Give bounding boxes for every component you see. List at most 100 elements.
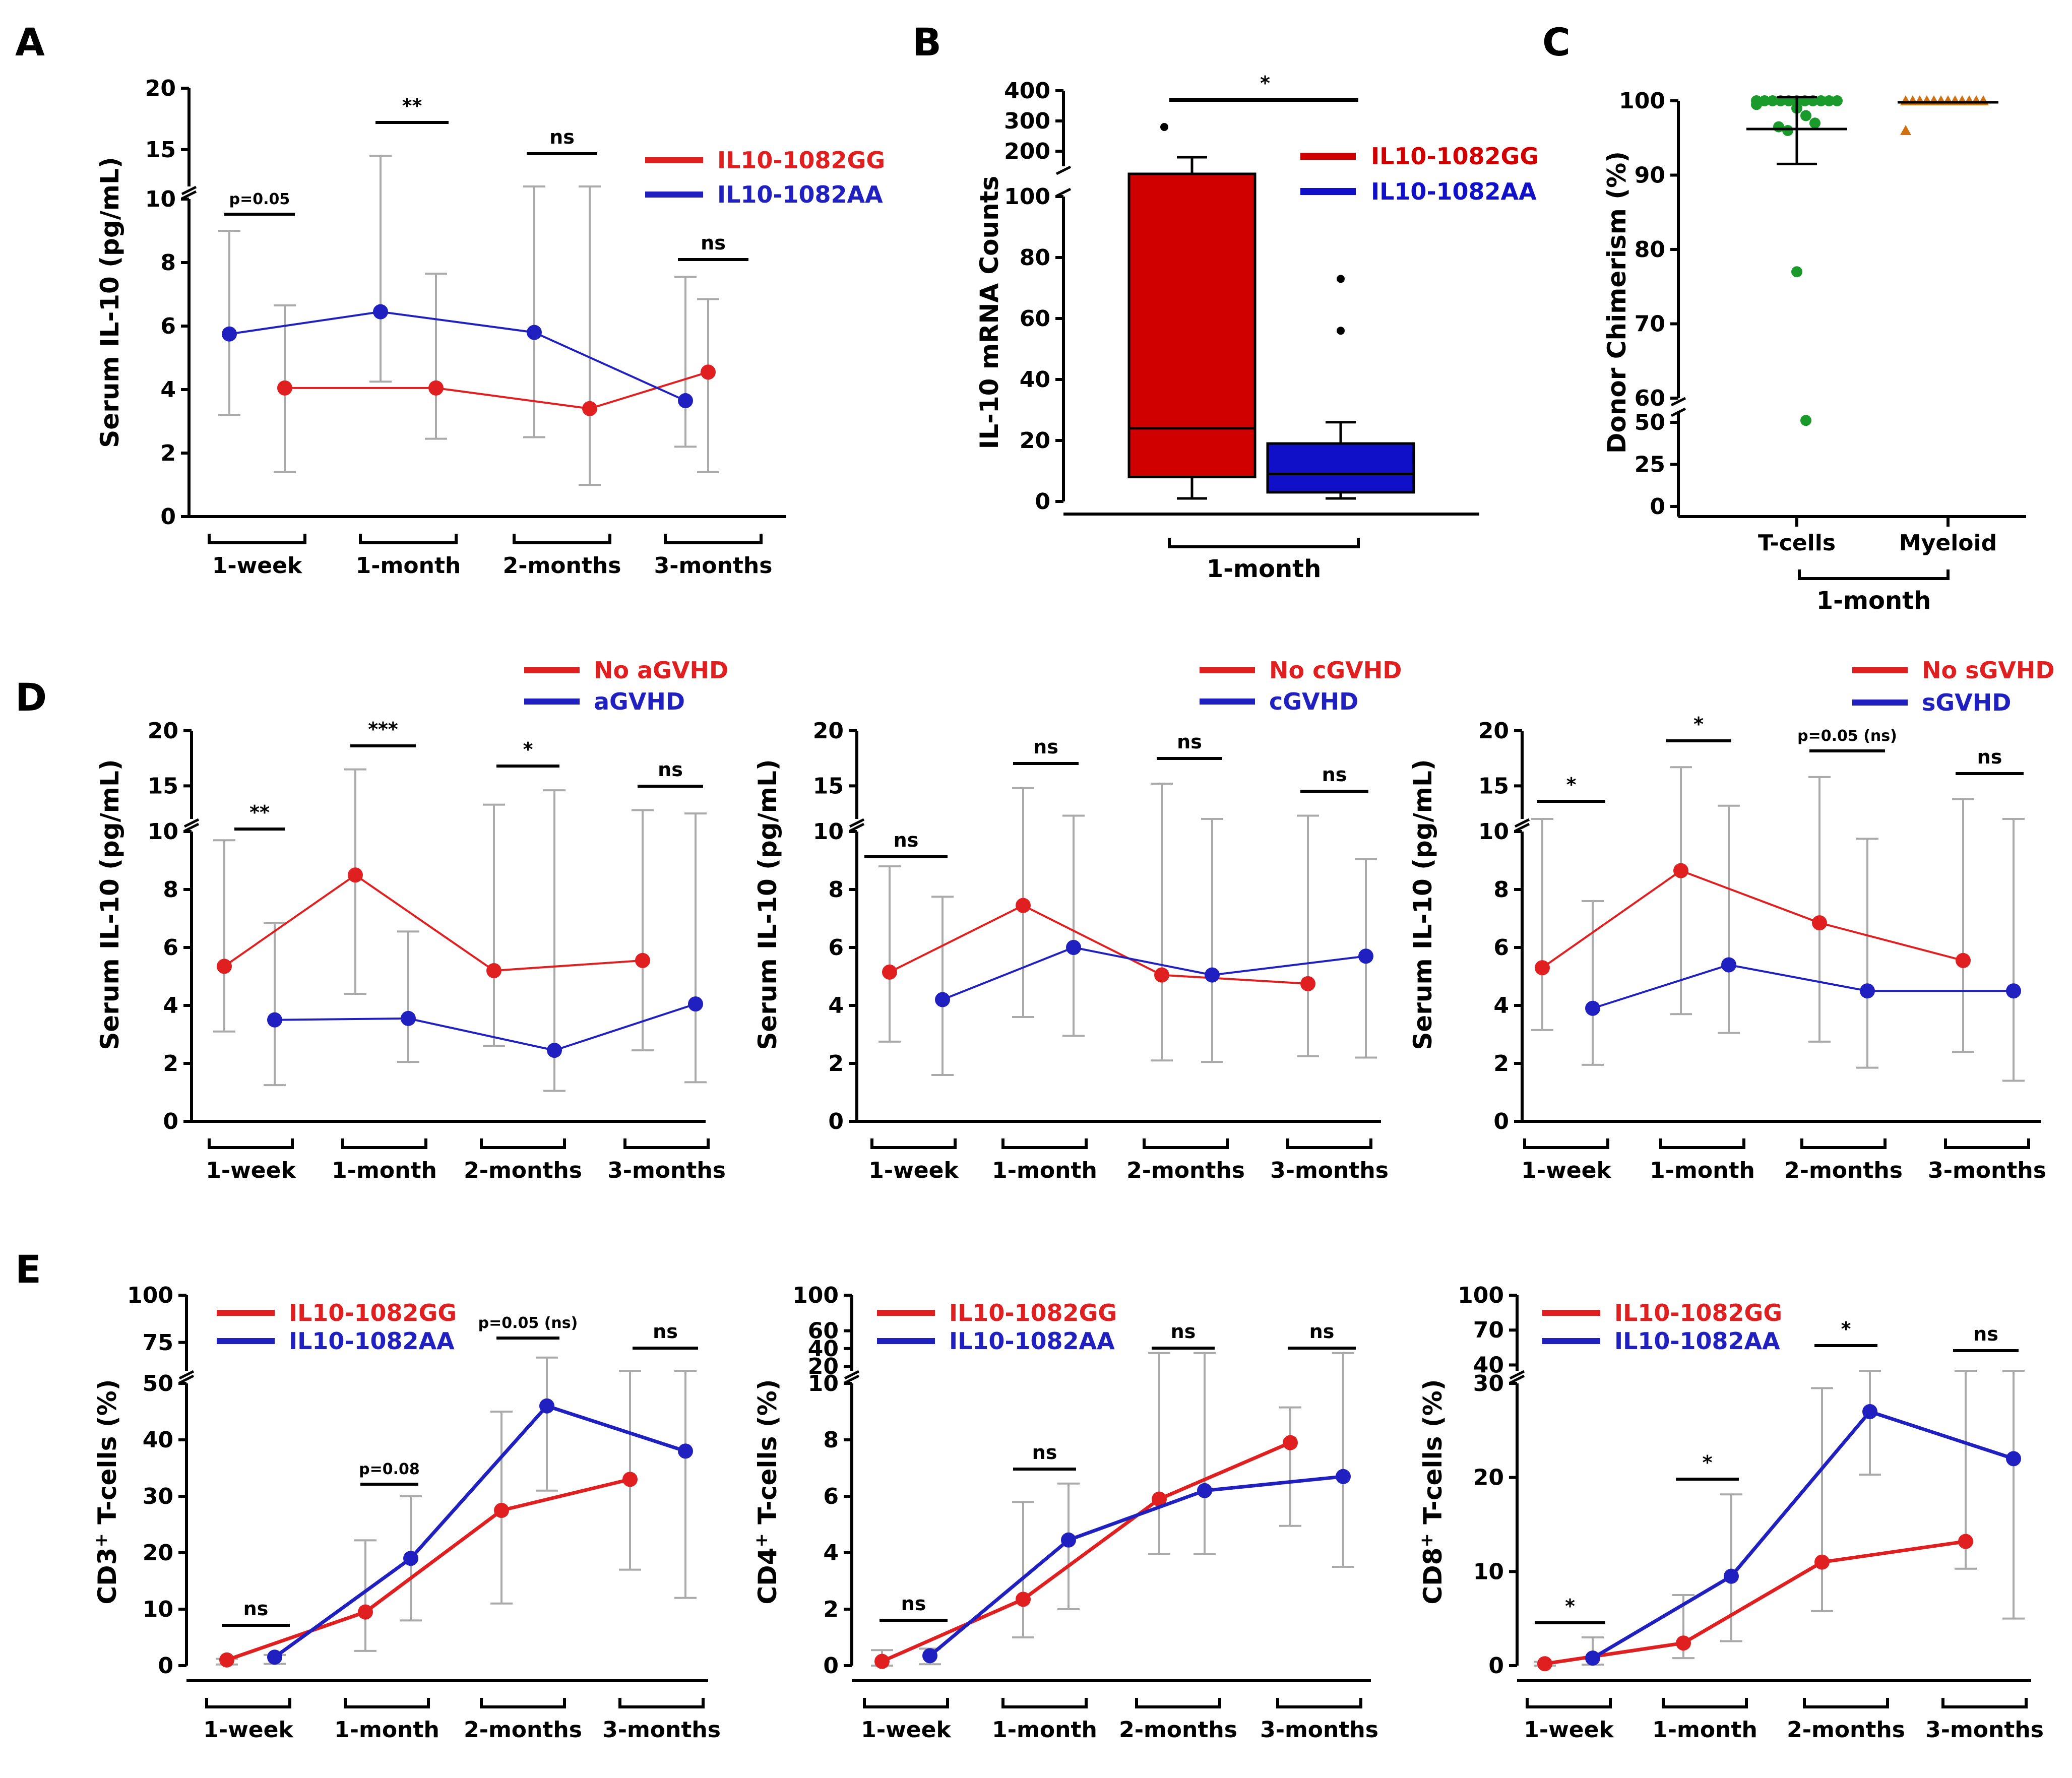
- y-tick-label: 2: [828, 1051, 844, 1076]
- significance-label: ns: [894, 829, 919, 851]
- y-tick-label: 20: [1478, 718, 1509, 744]
- series-line: [1592, 964, 2014, 1009]
- data-point: [527, 325, 542, 340]
- box-outlier: [1160, 123, 1168, 131]
- x-category-label: 1-month: [992, 1717, 1097, 1743]
- axis-break-mark: [1055, 187, 1072, 198]
- y-tick-label: 0: [1493, 1109, 1509, 1134]
- significance-label: ns: [549, 126, 575, 148]
- data-point: [701, 364, 716, 380]
- data-point: [1283, 1435, 1298, 1450]
- data-point: [1336, 1469, 1351, 1484]
- data-point: [935, 992, 950, 1007]
- y-axis-label-main: CD8: [1418, 1548, 1448, 1605]
- y-tick-label: 80: [1020, 245, 1050, 271]
- series-line: [1544, 1540, 1966, 1666]
- y-tick-label: 100: [127, 1283, 173, 1308]
- y-tick-label: 8: [163, 877, 178, 903]
- data-point: [2006, 983, 2021, 999]
- y-tick-label: 50: [143, 1371, 173, 1396]
- data-point: [1152, 1491, 1167, 1507]
- y-tick-label: 4: [1493, 993, 1509, 1019]
- x-category-label: 1-week: [861, 1717, 952, 1743]
- data-point: [358, 1604, 373, 1620]
- significance-label: *: [1841, 1318, 1851, 1340]
- y-tick-label: 0: [1488, 1653, 1504, 1679]
- significance-label: ***: [368, 718, 398, 740]
- significance-label: ns: [1309, 1320, 1335, 1343]
- x-category-label: 3-months: [607, 1158, 726, 1183]
- scatter-point: [1751, 99, 1762, 110]
- significance-label: *: [1260, 72, 1270, 94]
- y-tick-label: 4: [823, 1540, 839, 1566]
- y-tick-label: 10: [1473, 1559, 1504, 1584]
- scatter-point: [1800, 415, 1811, 426]
- axis-break-mark: [1670, 407, 1686, 417]
- x-group-bracket: [1662, 1698, 1748, 1708]
- axis-break-mark: [178, 1370, 195, 1380]
- box-body: [1127, 172, 1257, 479]
- y-tick-label: 25: [1635, 452, 1665, 478]
- data-point: [582, 401, 597, 416]
- y-axis-label: CD4+ T-cells (%): [751, 1379, 782, 1604]
- legend-label: cGVHD: [1269, 688, 1358, 715]
- significance-label: p=0.05 (ns): [1797, 727, 1897, 745]
- y-tick-label: 40: [808, 1336, 839, 1362]
- axis-break-mark: [178, 1374, 195, 1384]
- y-tick-label: 20: [1020, 428, 1050, 454]
- panel-D1: D 0 2 4 6 8 10 15 20 Serum IL-10 (pg/mL) 1-week 1-m…: [15, 657, 728, 1183]
- y-tick-label: 2: [160, 440, 176, 466]
- data-point: [1673, 863, 1688, 878]
- significance-label: *: [1703, 1451, 1713, 1474]
- x-category-label: 2-months: [1787, 1717, 1905, 1743]
- x-group-bracket: [1135, 1698, 1221, 1708]
- significance-label: ns: [1322, 764, 1347, 786]
- data-point: [219, 1652, 234, 1668]
- data-point: [547, 1043, 562, 1058]
- y-tick-label: 200: [1004, 139, 1050, 164]
- y-tick-label: 60: [1635, 386, 1665, 411]
- axis-break-mark: [183, 818, 200, 828]
- data-point: [1197, 1483, 1212, 1498]
- x-category-label: Myeloid: [1899, 530, 1997, 556]
- x-category-label: 1-month: [1207, 555, 1322, 583]
- x-group-bracket: [1168, 538, 1360, 548]
- series-line: [285, 371, 709, 410]
- legend-label: No cGVHD: [1269, 657, 1402, 684]
- panel-label: B: [912, 20, 941, 65]
- y-tick-label: 0: [823, 1653, 839, 1679]
- y-tick-label: 0: [1650, 494, 1665, 520]
- x-group-bracket: [1659, 1138, 1745, 1149]
- data-point: [1016, 898, 1031, 913]
- y-tick-label: 2: [1493, 1051, 1509, 1076]
- y-tick-label: 70: [1635, 311, 1665, 337]
- axis-break-mark: [1055, 165, 1072, 175]
- x-group-bracket: [1800, 1138, 1887, 1149]
- y-axis-label: IL-10 mRNA Counts: [975, 176, 1004, 450]
- y-tick-label: 0: [828, 1109, 844, 1134]
- x-group-bracket: [1523, 1138, 1609, 1149]
- x-group-bracket: [1001, 1698, 1088, 1708]
- y-axis-label: CD8+ T-cells (%): [1417, 1379, 1448, 1604]
- data-point: [401, 1010, 416, 1026]
- x-category-label: 3-months: [602, 1717, 721, 1743]
- y-tick-label: 100: [792, 1283, 839, 1308]
- panel-D3: 0 2 4 6 8 10 15 20 Serum IL-10 (pg/mL) 1-week 1-mo…: [1408, 657, 2055, 1183]
- axis-break-mark: [1670, 397, 1686, 407]
- data-point: [1585, 1650, 1600, 1666]
- y-tick-label: 100: [1619, 88, 1665, 114]
- x-category-label: 1-week: [212, 553, 303, 579]
- y-tick-label: 15: [148, 773, 178, 799]
- data-point: [1205, 967, 1220, 983]
- significance-label: ns: [658, 758, 683, 781]
- data-point: [1956, 952, 1971, 968]
- x-category-label: 3-months: [1270, 1158, 1389, 1183]
- series-line: [928, 1475, 1344, 1658]
- y-tick-label: 15: [813, 773, 844, 799]
- y-tick-label: 8: [823, 1427, 839, 1453]
- data-point: [688, 996, 703, 1012]
- x-group-bracket: [344, 1698, 430, 1708]
- x-group-bracket: [480, 1138, 566, 1149]
- data-point: [373, 304, 388, 320]
